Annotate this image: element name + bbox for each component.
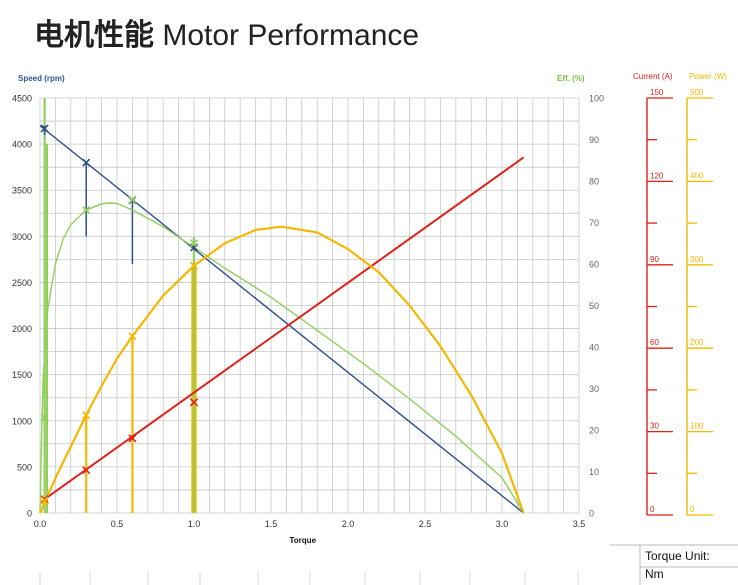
efficiency-marker-stroke (189, 239, 199, 248)
title-chinese: 电机性能 (34, 18, 154, 53)
power-tick-label: 0 (690, 505, 695, 514)
current-marker-stroke (82, 466, 91, 475)
x-tick-label: 1.5 (265, 519, 278, 529)
x-tick-label: 0.5 (111, 519, 124, 529)
efficiency-marker (189, 239, 199, 248)
current-marker (189, 398, 199, 407)
bottom-cell-lines (39, 544, 738, 585)
markers (40, 124, 199, 505)
x-tick-label: 1.0 (188, 519, 201, 529)
power-marker (128, 332, 137, 341)
current-marker-stroke (189, 398, 199, 407)
x-tick-label: 3.0 (496, 519, 509, 529)
speed-tick-label: 2500 (12, 278, 32, 288)
power-tick-label: 500 (690, 88, 704, 97)
x-tick-label: 3.5 (573, 519, 586, 529)
power-marker-stroke (40, 496, 49, 505)
speed-tick-label: 4000 (12, 140, 32, 150)
current-marker-stroke (40, 495, 49, 504)
speed-marker-stroke (40, 124, 49, 133)
power-marker-stroke (189, 261, 199, 270)
speed-tick-label: 2000 (12, 324, 32, 334)
torque-unit-box: Torque Unit: Nm (645, 547, 710, 583)
efficiency-marker-stroke (128, 195, 137, 204)
title-english: Motor Performance (162, 19, 420, 52)
speed-tick-label: 3500 (12, 186, 32, 196)
efficiency-marker-stroke (40, 413, 49, 422)
labels: 0 500 1000 1500 2000 2500 3000 3500 4000 4500 0 10 2… (12, 74, 604, 545)
current-series-line (44, 156, 525, 500)
power-marker-stroke (82, 410, 91, 420)
efficiency-marker (128, 195, 137, 204)
eff-tick-label: 30 (589, 384, 599, 394)
current-tick-label: 120 (650, 171, 664, 180)
eff-tick-label: 50 (589, 301, 599, 311)
power-tick-label: 300 (690, 255, 704, 264)
power-marker (189, 261, 199, 270)
x-tick-label: 2.0 (342, 519, 355, 529)
current-marker (128, 434, 137, 443)
torque-unit-label: Torque Unit: (645, 549, 710, 563)
torque-unit-value: Nm (645, 567, 664, 581)
speed-tick-label: 500 (17, 462, 32, 472)
eff-tick-label: 90 (589, 135, 599, 145)
current-tick-label: 150 (650, 88, 664, 97)
grid (39, 97, 580, 514)
power-tick-label: 200 (690, 338, 704, 347)
speed-tick-label: 3000 (12, 232, 32, 242)
drop-lines (43, 98, 197, 513)
speed-tick-label: 1500 (12, 370, 32, 380)
eff-axis-label: Eff. (%) (557, 74, 585, 83)
speed-tick-label: 1000 (12, 416, 32, 426)
x-axis-label: Torque (290, 536, 317, 545)
speed-tick-label: 4500 (12, 94, 32, 104)
current-marker-stroke (128, 434, 137, 443)
eff-tick-label: 10 (589, 467, 599, 477)
speed-marker-stroke (82, 158, 91, 167)
speed-marker (40, 124, 49, 133)
eff-tick-label: 70 (589, 218, 599, 228)
power-marker-stroke (128, 332, 137, 341)
power-tick-label: 400 (690, 171, 704, 180)
x-tick-label: 0.0 (34, 519, 47, 529)
x-tick-label: 2.5 (419, 519, 432, 529)
eff-tick-label: 100 (589, 94, 604, 104)
speed-axis-label: Speed (rpm) (18, 74, 65, 83)
efficiency-series-line (39, 202, 525, 514)
power-tick-label: 100 (690, 422, 704, 431)
current-tick-label: 90 (650, 255, 659, 264)
page-title: 电机性能 Motor Performance (34, 10, 419, 54)
efficiency-marker (40, 413, 49, 422)
current-tick-label: 30 (650, 422, 659, 431)
power-series-line (38, 225, 525, 514)
power-marker (40, 496, 49, 505)
current-tick-label: 0 (650, 505, 655, 514)
power-axis-label: Power (W) (689, 72, 727, 81)
eff-tick-label: 80 (589, 177, 599, 187)
eff-tick-label: 60 (589, 260, 599, 270)
eff-tick-label: 40 (589, 343, 599, 353)
speed-tick-label: 0 (27, 509, 32, 519)
current-axis-label: Current (A) (633, 72, 673, 81)
power-marker (82, 410, 91, 420)
current-marker (82, 466, 91, 475)
efficiency-marker-stroke (82, 205, 91, 215)
current-marker (40, 495, 49, 504)
series (38, 125, 525, 514)
eff-tick-label: 20 (589, 426, 599, 436)
side-scales: 0 30 60 90 120 150 Current (A) 0 100 200 300 400 500… (633, 72, 727, 516)
eff-tick-label: 0 (589, 509, 594, 519)
speed-marker (82, 158, 91, 167)
current-tick-label: 60 (650, 338, 659, 347)
speed-series-line (39, 125, 524, 514)
efficiency-marker (82, 205, 91, 215)
